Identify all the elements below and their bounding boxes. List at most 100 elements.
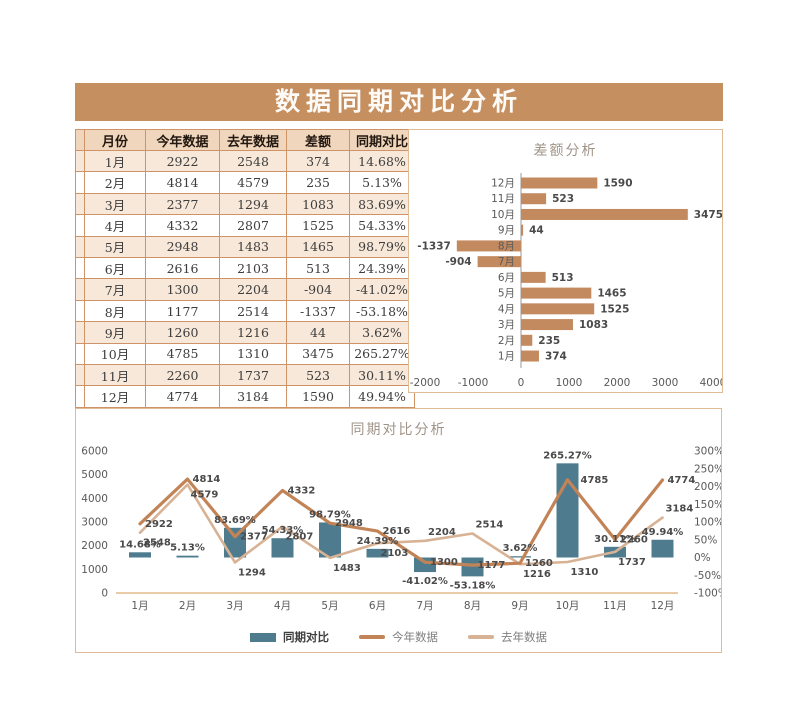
table-cell: 6月 [84,257,146,280]
ratio-bar-12月 [651,539,674,558]
table-cell: -41.02% [349,278,415,301]
diff-category-label: 10月 [491,209,515,221]
diff-bar-chart: 12月 1590 11月 523 10月 3475 9月 44 8月 -1337 7月 -904 6月 5… [410,173,722,389]
table-cell: -53.18% [349,299,415,323]
ratio-bar-8月 [461,557,484,577]
ratio-label: 98.79% [309,509,351,520]
table-cell: 44 [286,321,350,344]
chart-legend: 同期对比 今年数据 去年数据 [76,629,721,645]
table-cell: 1294 [219,192,287,216]
right-axis-tick: 50% [694,534,717,546]
last-year-label: 1310 [571,567,599,578]
combo-category-label: 12月 [651,600,675,612]
table-cell: 1310 [219,342,287,366]
last-year-label: 1294 [238,567,266,578]
spacer-cell [75,278,85,301]
table-cell: 2103 [219,257,287,280]
diff-axis-tick: 3000 [652,377,679,389]
ratio-label: 54.33% [262,525,304,536]
table-cell: -1337 [286,299,350,323]
diff-category-label: 12月 [491,178,515,190]
table-row: 8月 1177 2514 -1337 -53.18% [75,299,415,323]
right-axis-tick: 0% [694,552,711,564]
last-year-label: 2807 [286,532,314,543]
table-cell: 4579 [219,171,287,194]
table-row: 7月 1300 2204 -904 -41.02% [75,278,415,301]
table-row: 11月 2260 1737 523 30.11% [75,364,415,387]
diff-bar-8月 [456,240,521,252]
legend-label: 同期对比 [283,630,329,644]
ratio-label: 49.94% [642,527,684,538]
legend-item-ratio: 同期对比 [250,629,329,645]
diff-bar-3月 [521,319,573,331]
table-cell: 2月 [84,171,146,194]
this-year-label: 4332 [288,485,316,496]
this-year-label: 2922 [145,519,173,530]
diff-axis-tick: 2000 [604,377,631,389]
legend-line-swatch [359,635,385,639]
combo-chart: 0 1000 2000 3000 4000 5000 6000 300% 250% 200% 150… [81,446,721,613]
diff-bar-7月 [477,256,521,268]
combo-category-label: 4月 [274,600,291,612]
table-cell: 2514 [219,299,287,323]
diff-axis-tick: 0 [518,377,525,389]
last-year-label: 1483 [333,563,361,574]
diff-bar-5月 [521,287,592,299]
right-axis-tick: 200% [694,481,721,493]
table-row: 10月 4785 1310 3475 265.27% [75,342,415,366]
left-axis-tick: 1000 [81,564,108,576]
table-cell: 513 [286,257,350,280]
table-cell: 1465 [286,235,350,259]
table-cell: 235 [286,171,350,194]
this-year-label: 1300 [430,557,458,568]
table-cell: 14.68% [349,149,415,173]
table-row: 5月 2948 1483 1465 98.79% [75,235,415,259]
diff-axis-tick: 4000 [700,377,722,389]
this-year-line [138,477,665,567]
table-row: 3月 2377 1294 1083 83.69% [75,192,415,216]
this-year-label: 2948 [335,518,363,529]
table-row: 9月 1260 1216 44 3.62% [75,321,415,344]
table-row: 12月 4774 3184 1590 49.94% [75,385,415,408]
table-cell: 265.27% [349,342,415,366]
ratio-label: 30.11% [594,534,636,545]
diff-bar-2月 [521,334,533,346]
ratio-bar-2月 [176,555,199,558]
table-cell: 1月 [84,149,146,173]
legend-item-last-year: 去年数据 [468,629,547,645]
table-cell: 83.69% [349,192,415,216]
diff-bar-6月 [521,271,546,283]
table-cell: -904 [286,278,350,301]
ratio-label: -41.02% [402,576,448,587]
table-cell: 24.39% [349,257,415,280]
table-cell: 10月 [84,342,146,366]
table-cell: 11月 [84,364,146,387]
table-cell: 49.94% [349,385,415,408]
ratio-bar-3月 [224,527,246,558]
diff-category-label: 3月 [498,319,515,331]
ratio-bar-1月 [129,552,151,558]
combo-category-label: 11月 [603,600,627,612]
right-axis-tick: -50% [694,570,721,582]
diff-value-label: 235 [538,335,560,347]
diff-bar-11月 [521,193,547,205]
table-cell: 2922 [145,149,220,173]
table-cell: 4332 [145,214,220,237]
header-cell: 去年数据 [219,129,287,151]
last-year-label: 2103 [381,548,409,559]
table-row: 1月 2922 2548 374 14.68% [75,149,415,173]
right-axis-tick: 150% [694,499,721,511]
left-axis-tick: 5000 [81,469,108,481]
last-year-label: 2204 [428,527,456,538]
ratio-bar-4月 [271,538,294,558]
table-cell: 3.62% [349,321,415,344]
table-cell: 4785 [145,342,220,366]
this-year-label: 4774 [668,475,696,486]
diff-category-label: 4月 [498,303,515,315]
table-cell: 2948 [145,235,220,259]
diff-category-label: 2月 [498,335,515,347]
table-cell: 54.33% [349,214,415,237]
table-cell: 98.79% [349,235,415,259]
diff-value-label: -1337 [417,240,451,252]
table-cell: 2260 [145,364,220,387]
